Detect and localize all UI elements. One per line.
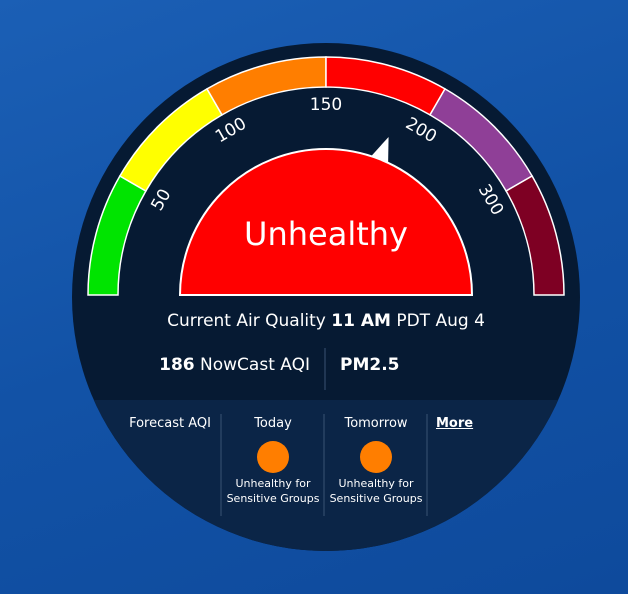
aqi-line: 186 NowCast AQI	[159, 355, 310, 375]
aqi-pointer	[371, 136, 389, 163]
day-indicator	[360, 441, 392, 473]
pollutant: PM2.5	[340, 355, 400, 375]
day-category: Unhealthy for Sensitive Groups	[329, 477, 423, 505]
current-time: 11 AM	[331, 311, 391, 331]
current-zone: PDT Aug 4	[396, 311, 485, 331]
aqi-value: 186	[159, 355, 195, 375]
day-name: Tomorrow	[344, 416, 408, 431]
day-category: Unhealthy for Sensitive Groups	[226, 477, 320, 505]
gauge-band	[505, 174, 565, 296]
category-dial	[178, 148, 474, 296]
current-label: Current Air Quality	[167, 311, 326, 331]
aqi-label: NowCast AQI	[200, 355, 310, 375]
day-name: Today	[254, 416, 292, 431]
gauge-tick-label: 150	[310, 95, 342, 115]
day-indicator	[257, 441, 289, 473]
more-link[interactable]: More	[436, 416, 474, 431]
forecast-label: Forecast AQI	[129, 416, 211, 431]
current-line: Current Air Quality 11 AM PDT Aug 4	[167, 311, 485, 331]
category-label: Unhealthy	[244, 215, 408, 253]
